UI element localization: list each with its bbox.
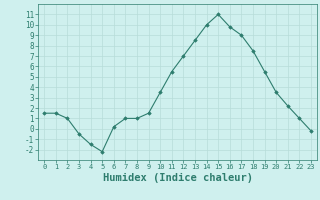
X-axis label: Humidex (Indice chaleur): Humidex (Indice chaleur) [103,173,252,183]
